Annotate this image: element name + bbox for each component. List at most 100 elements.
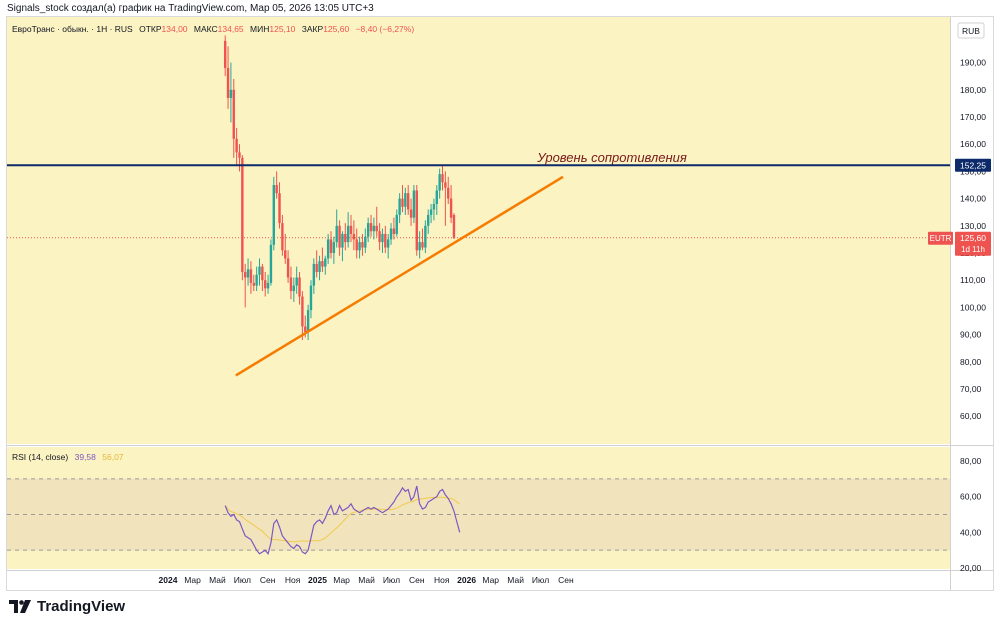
candle-body[interactable]: [378, 231, 381, 243]
bar-countdown: 1d 11h: [961, 245, 985, 254]
candle-body[interactable]: [241, 157, 244, 273]
candle-body[interactable]: [398, 198, 401, 215]
support-trendline[interactable]: [235, 175, 564, 377]
candle-body[interactable]: [329, 239, 333, 253]
candle-body[interactable]: [424, 225, 427, 248]
candle-body[interactable]: [324, 258, 327, 267]
candle-body[interactable]: [272, 185, 276, 245]
high-value: 134,65: [218, 24, 244, 34]
candle-body[interactable]: [264, 280, 267, 289]
candle-body[interactable]: [284, 250, 287, 259]
candle-body[interactable]: [261, 266, 264, 281]
candle-body[interactable]: [447, 187, 450, 199]
candle-body[interactable]: [392, 228, 396, 234]
candle-body[interactable]: [406, 193, 410, 210]
candle-body[interactable]: [409, 209, 413, 218]
price-tick-label: 190,00: [960, 58, 986, 68]
candle-body[interactable]: [295, 277, 298, 286]
price-tick-label: 80,00: [960, 357, 982, 367]
rsi-label: RSI (14, close): [12, 452, 68, 462]
tradingview-footer[interactable]: TradingView: [9, 598, 125, 615]
candle-body[interactable]: [275, 185, 278, 194]
candle-body[interactable]: [449, 198, 453, 218]
candle-body[interactable]: [358, 242, 361, 251]
candle-body[interactable]: [232, 89, 235, 139]
candle-body[interactable]: [346, 225, 350, 243]
candle-body[interactable]: [386, 239, 390, 248]
candle-body[interactable]: [289, 277, 293, 292]
candle-body[interactable]: [427, 214, 430, 226]
candle-body[interactable]: [309, 285, 313, 311]
candle-body[interactable]: [306, 310, 310, 332]
candle-body[interactable]: [226, 68, 230, 98]
candle-body[interactable]: [292, 285, 296, 292]
candle-body[interactable]: [301, 296, 304, 327]
candle-body[interactable]: [412, 190, 416, 218]
candle-body[interactable]: [418, 242, 421, 251]
candle-body[interactable]: [364, 236, 367, 248]
candle-body[interactable]: [249, 269, 253, 283]
candle-body[interactable]: [266, 282, 270, 289]
candle-body[interactable]: [335, 225, 338, 243]
candle-body[interactable]: [389, 228, 393, 240]
resistance-price-value: 152,25: [960, 160, 986, 170]
price-tick-label: 100,00: [960, 302, 986, 312]
candle-body[interactable]: [269, 244, 273, 283]
candle-body[interactable]: [366, 223, 370, 237]
change-value: −8,40 (−6,27%): [356, 24, 415, 34]
candle-body[interactable]: [352, 233, 356, 240]
candle-body[interactable]: [315, 263, 318, 273]
currency-box[interactable]: [957, 22, 985, 39]
candle-body[interactable]: [252, 282, 255, 286]
resistance-annotation[interactable]: Уровень сопротивления: [536, 150, 687, 165]
rsi-legend[interactable]: RSI (14, close) 39,58 56,07: [12, 452, 124, 462]
candle-body[interactable]: [318, 261, 321, 273]
candle-body[interactable]: [338, 225, 341, 248]
candle-body[interactable]: [246, 269, 250, 278]
candle-body[interactable]: [281, 223, 284, 251]
candle-body[interactable]: [372, 225, 376, 232]
candle-body[interactable]: [286, 258, 290, 278]
candle-body[interactable]: [435, 190, 438, 205]
candle-body[interactable]: [444, 182, 447, 188]
candle-body[interactable]: [369, 223, 373, 232]
candle-body[interactable]: [441, 174, 444, 183]
symbol-legend[interactable]: ЕвроТранс · обыкн. · 1Н · RUS ОТКР134,00…: [12, 24, 414, 34]
candle-body[interactable]: [258, 266, 261, 275]
candle-body[interactable]: [421, 242, 424, 248]
candle-body[interactable]: [355, 239, 358, 251]
candle-body[interactable]: [395, 214, 398, 234]
candle-body[interactable]: [326, 239, 330, 259]
candle-body[interactable]: [404, 193, 407, 207]
candle-body[interactable]: [438, 174, 441, 191]
candle-body[interactable]: [344, 233, 347, 243]
candle-body[interactable]: [415, 190, 418, 251]
chart-frame: [6, 16, 994, 591]
time-axis-label: Мар: [482, 575, 499, 585]
candle-body[interactable]: [312, 263, 316, 286]
time-axis-label: Май: [209, 575, 226, 585]
candle-body[interactable]: [244, 272, 247, 278]
candle-body[interactable]: [238, 152, 241, 158]
candlestick-series[interactable]: [223, 35, 456, 341]
candle-body[interactable]: [332, 242, 336, 253]
candle-body[interactable]: [429, 209, 433, 215]
candle-body[interactable]: [452, 214, 456, 238]
candle-body[interactable]: [229, 89, 233, 98]
candle-body[interactable]: [304, 326, 307, 332]
candle-body[interactable]: [381, 233, 384, 243]
candle-body[interactable]: [401, 198, 404, 207]
candle-body[interactable]: [341, 233, 344, 248]
candle-body[interactable]: [321, 261, 324, 267]
candle-body[interactable]: [278, 193, 281, 224]
candle-body[interactable]: [255, 274, 258, 286]
candle-body[interactable]: [384, 233, 387, 248]
candle-body[interactable]: [298, 277, 301, 297]
candle-body[interactable]: [349, 225, 353, 234]
candle-body[interactable]: [235, 138, 238, 153]
candle-body[interactable]: [432, 204, 436, 210]
candle-body[interactable]: [223, 40, 227, 69]
candle-body[interactable]: [375, 225, 378, 232]
candle-body[interactable]: [361, 242, 364, 248]
